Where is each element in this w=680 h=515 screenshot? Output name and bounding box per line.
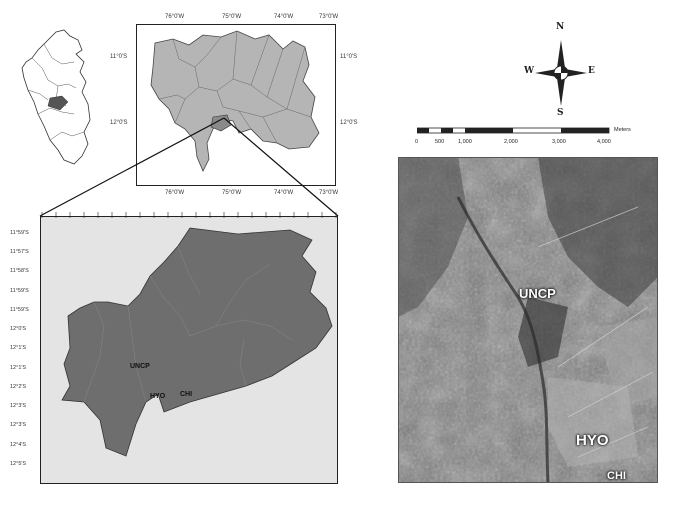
study-region-highlight — [47, 95, 69, 111]
detail-ytick-label: 12°3'S — [10, 403, 27, 410]
scale-label-2000: 2,000 — [504, 139, 518, 145]
scale-label-4000: 4,000 — [597, 139, 611, 145]
region-xtick-top-3: 74°0'W — [274, 14, 294, 20]
satellite-label-uncp: UNCP — [519, 286, 556, 301]
detail-map — [40, 216, 338, 484]
compass-west-label: W — [524, 66, 535, 76]
region-xtick-bottom-1: 76°0'W — [165, 190, 185, 196]
detail-ytick-label: 11°59'S — [10, 287, 29, 294]
detail-ytick-label: 12°1'S — [10, 364, 27, 371]
detail-ytick-label: 11°59'S — [10, 230, 29, 236]
scale-label-0: 0 — [415, 139, 419, 145]
satellite-label-chi: CHI — [607, 470, 626, 482]
detail-ytick-label: 11°58'S — [10, 268, 29, 275]
detail-xtick-marks — [41, 212, 337, 218]
satellite-label-hyo: HYO — [576, 432, 609, 449]
compass-rose-icon — [535, 40, 587, 106]
region-xtick-bottom-4: 73°0'W — [319, 190, 339, 196]
detail-ytick-label: 12°5'S — [10, 460, 27, 467]
detail-ytick-label: 12°3'S — [10, 422, 27, 429]
scale-label-3000: 3,000 — [552, 139, 566, 145]
detail-ytick-label: 11°57'S — [10, 249, 29, 256]
region-inset-frame — [136, 24, 336, 186]
detail-ytick-label: 12°1'S — [10, 345, 27, 352]
detail-ytick-label: 12°0'S — [10, 326, 27, 333]
region-xtick-top-2: 75°0'W — [222, 14, 242, 20]
detail-ytick-label: 11°59'S — [10, 306, 29, 313]
region-ytick-right-2: 12°0'S — [340, 120, 358, 126]
region-ytick-right-1: 11°0'S — [340, 54, 358, 60]
region-ytick-left-2: 12°0'S — [110, 120, 128, 126]
detail-ytick-label: 12°4'S — [10, 441, 27, 448]
region-xtick-top-4: 73°0'W — [319, 14, 339, 20]
scale-label-1000: 1,000 — [458, 139, 472, 145]
region-xtick-bottom-2: 75°0'W — [222, 190, 242, 196]
region-xtick-top-1: 76°0'W — [165, 14, 185, 20]
compass-south-label: S — [557, 108, 564, 118]
region-ytick-left-1: 11°0'S — [110, 54, 128, 60]
detail-label-uncp: UNCP — [130, 363, 150, 370]
detail-label-chi: CHI — [180, 391, 193, 398]
detail-label-hyo: HYO — [150, 393, 166, 400]
scale-unit-label: Meters — [614, 127, 631, 133]
satellite-image — [398, 157, 658, 483]
detail-map-frame — [40, 216, 338, 484]
compass-north-label: N — [556, 22, 565, 32]
compass-east-label: E — [588, 66, 595, 76]
scale-label-500: 500 — [435, 139, 445, 145]
detail-ytick-label: 12°2'S — [10, 383, 27, 390]
satellite-image-frame — [398, 157, 658, 483]
region-xtick-bottom-3: 74°0'W — [274, 190, 294, 196]
peru-outline-map — [21, 29, 91, 165]
detail-ytick-labels: 11°59'S 11°57'S 11°58'S 11°59'S 11°59'S 12°0'… — [10, 230, 40, 490]
scale-bar — [417, 127, 610, 134]
region-map — [150, 30, 320, 172]
